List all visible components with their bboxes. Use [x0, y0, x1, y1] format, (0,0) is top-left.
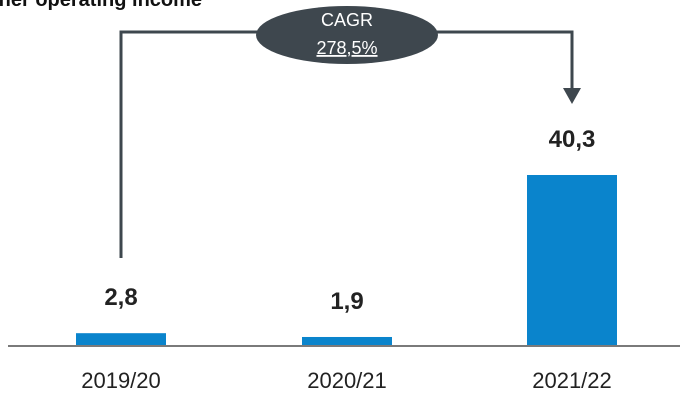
x-tick-label-2019-20: 2019/20 — [81, 368, 161, 393]
cagr-value: 278,5% — [316, 38, 377, 58]
chart-title: ther operating income — [0, 0, 202, 11]
cagr-bubble — [256, 6, 438, 64]
value-label-2019-20: 2,8 — [104, 284, 137, 311]
value-label-2020-21: 1,9 — [330, 288, 363, 315]
cagr-connector-line — [119, 30, 574, 258]
bar-2020-21 — [302, 336, 392, 345]
value-label-2021-22: 40,3 — [549, 126, 596, 153]
x-tick-label-2021-22: 2021/22 — [532, 368, 612, 393]
bars-group: 2,8 2019/20 1,9 2020/21 40,3 2021/22 — [76, 126, 617, 393]
bar-2019-20 — [76, 333, 166, 345]
bar-2021-22 — [527, 175, 617, 345]
x-tick-label-2020-21: 2020/21 — [307, 368, 387, 393]
cagr-label: CAGR — [321, 10, 373, 30]
cagr-arrowhead-icon — [563, 88, 581, 104]
